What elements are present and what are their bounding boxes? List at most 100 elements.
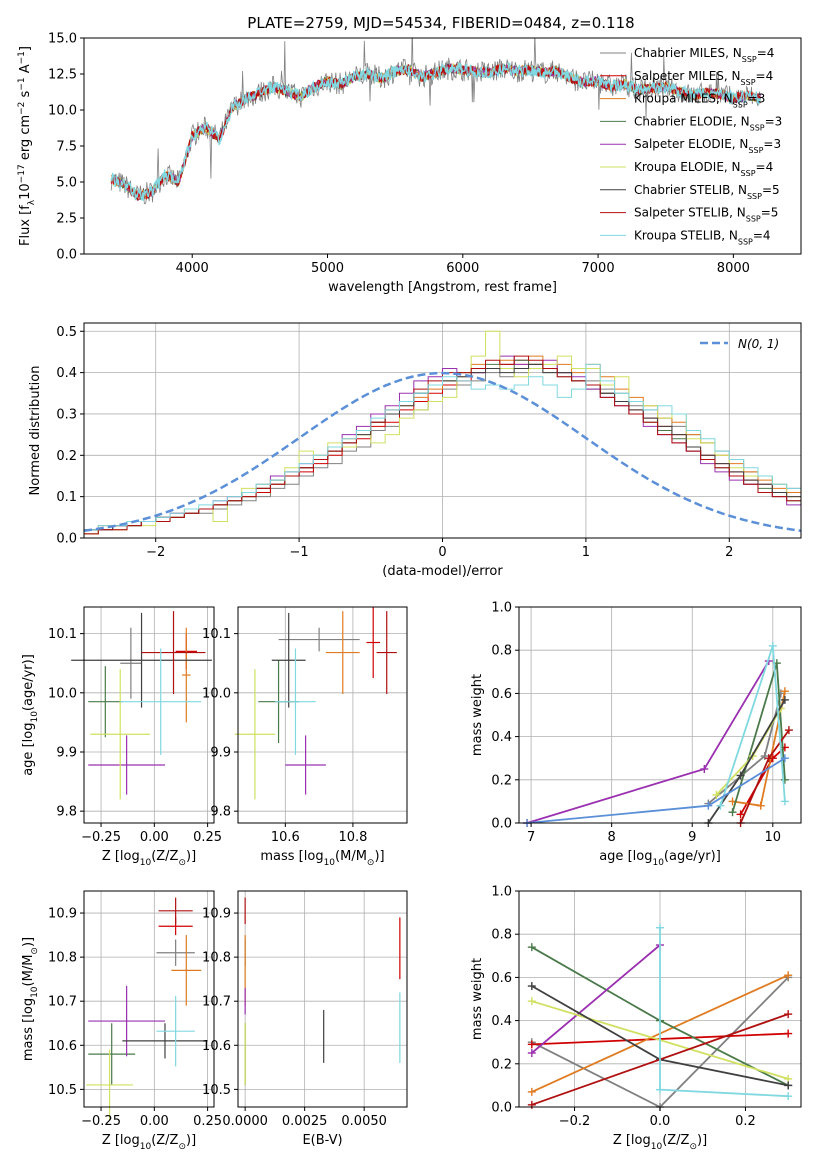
- x-tick-label: 0.0: [650, 1114, 671, 1129]
- data-layer: [71, 38, 801, 1121]
- x-tick-label: 0.25: [193, 830, 222, 845]
- y-tick-label: 9.8: [56, 805, 77, 820]
- x-tick-label: 6000: [446, 261, 479, 276]
- spectrum-series: [110, 38, 762, 205]
- x-tick-label: 0.00: [140, 1114, 169, 1129]
- y-tick-label: 10.8: [48, 951, 77, 966]
- x-axis-label: Z [log10(Z/Z⊙)]: [102, 849, 196, 868]
- errorbar-group: [71, 611, 212, 800]
- errorbar-point: [88, 985, 165, 1057]
- errorbar-point: [366, 607, 380, 679]
- y-tick-label: 0.0: [56, 248, 77, 263]
- axes-frame-age-weight: [518, 606, 802, 824]
- y-tick-label: 0.2: [56, 449, 77, 464]
- legend-label: N(0, 1): [738, 337, 779, 351]
- y-tick-label: 10.5: [202, 1083, 231, 1098]
- errorbar-point: [141, 611, 206, 694]
- x-tick-label: 0: [438, 545, 446, 560]
- y-tick-label: 10.6: [48, 1039, 77, 1054]
- histogram-series: [84, 355, 801, 538]
- legend-label: Chabrier ELODIE, NSSP=3: [634, 114, 782, 131]
- x-axis-label: Z [log10(Z/Z⊙)]: [613, 1133, 707, 1152]
- y-tick-label: 10.8: [202, 951, 231, 966]
- errorbar-point: [325, 611, 360, 694]
- errorbar-point: [88, 666, 123, 738]
- errorbar-point: [171, 935, 202, 1006]
- y-tick-label: 0.6: [491, 971, 512, 986]
- y-tick-label: 10.9: [202, 907, 231, 922]
- y-tick-label: 0.2: [491, 1057, 512, 1072]
- grid-layer: [84, 323, 801, 1108]
- errorbar-point: [88, 735, 165, 795]
- x-tick-label: 1: [582, 545, 590, 560]
- y-axis-label: mass weight: [470, 674, 485, 756]
- histogram-series: [84, 359, 801, 538]
- normal-curve: [84, 371, 801, 533]
- y-tick-label: 15.0: [48, 32, 77, 47]
- errorbar-point: [158, 897, 193, 925]
- weight-series: [707, 693, 782, 805]
- x-tick-label: 0.25: [193, 1114, 222, 1129]
- x-axis-label: Z [log10(Z/Z⊙)]: [102, 1133, 196, 1152]
- y-tick-label: 10.7: [48, 995, 77, 1010]
- errorbar-point: [71, 612, 212, 708]
- y-tick-label: 10.0: [48, 104, 77, 119]
- histogram-series: [84, 355, 801, 538]
- y-tick-label: 10.1: [202, 627, 231, 642]
- errorbar-point: [285, 735, 326, 795]
- histogram-series: [84, 330, 801, 538]
- errorbar-group: [234, 607, 397, 800]
- x-axis-label: E(B-V): [302, 1133, 342, 1148]
- x-tick-label: 10: [765, 830, 782, 845]
- axes-layer: 4000 5000 6000 7000 80000.02.55.07.510.012.5…: [17, 32, 802, 1152]
- y-tick-label: 0.0: [491, 1101, 512, 1116]
- y-tick-label: 10.1: [48, 627, 77, 642]
- errorbar-point: [90, 669, 151, 800]
- spectrum-line: [110, 62, 761, 201]
- x-tick-label: 2: [725, 545, 733, 560]
- errorbar-point: [278, 627, 360, 652]
- spectrum-line: [110, 38, 761, 205]
- x-axis-label: (data-model)/error: [382, 564, 503, 579]
- errorbar-group: [244, 897, 401, 1085]
- x-tick-label: 0.0025: [282, 1114, 328, 1129]
- axes-frame-z-mass: [83, 890, 215, 1108]
- weight-lines: [527, 923, 793, 1111]
- legend-label: Chabrier STELIB, NSSP=5: [634, 183, 780, 201]
- x-tick-label: 8000: [717, 261, 750, 276]
- figure-title: PLATE=2759, MJD=54534, FIBERID=0484, z=0…: [247, 14, 634, 32]
- legend-label: Salpeter STELIB, NSSP=5: [634, 206, 778, 224]
- y-axis-label: Flux [fλ10−17 erg cm−2 s−1 A−1]: [17, 46, 37, 246]
- errorbar-point: [271, 612, 306, 708]
- x-tick-label: 0.0050: [341, 1114, 387, 1129]
- errorbar-point: [120, 627, 142, 699]
- legend-label: Kroupa STELIB, NSSP=4: [634, 228, 771, 246]
- y-tick-label: 5.0: [56, 176, 77, 191]
- x-tick-label: 8: [608, 830, 616, 845]
- x-tick-label: 10.6: [271, 830, 300, 845]
- y-tick-label: 9.9: [210, 745, 231, 760]
- errorbar-point: [156, 995, 195, 1067]
- errorbar-group: [86, 897, 208, 1121]
- y-tick-label: 0.1: [56, 490, 77, 505]
- y-tick-label: 0.4: [56, 366, 77, 381]
- y-tick-label: 7.5: [56, 140, 77, 155]
- y-tick-label: 10.6: [202, 1039, 231, 1054]
- x-tick-label: −1: [290, 545, 309, 560]
- y-axis-label: age [log10(age/yr)]: [21, 654, 40, 776]
- y-tick-label: 1.0: [491, 885, 512, 900]
- y-tick-label: 12.5: [48, 68, 77, 83]
- x-tick-label: 7: [527, 830, 535, 845]
- y-tick-label: 9.9: [56, 745, 77, 760]
- x-tick-label: −2: [146, 545, 165, 560]
- histogram-group: [84, 330, 801, 538]
- y-tick-label: 0.5: [56, 325, 77, 340]
- x-axis-label: mass [log10(M/M⊙)]: [260, 849, 384, 868]
- y-tick-label: 10.7: [202, 995, 231, 1010]
- x-tick-label: 5000: [311, 261, 344, 276]
- x-axis-label: wavelength [Angstrom, rest frame]: [328, 280, 557, 295]
- y-tick-label: 0.0: [491, 817, 512, 832]
- y-tick-label: 1.0: [491, 601, 512, 616]
- y-tick-label: 0.3: [56, 407, 77, 422]
